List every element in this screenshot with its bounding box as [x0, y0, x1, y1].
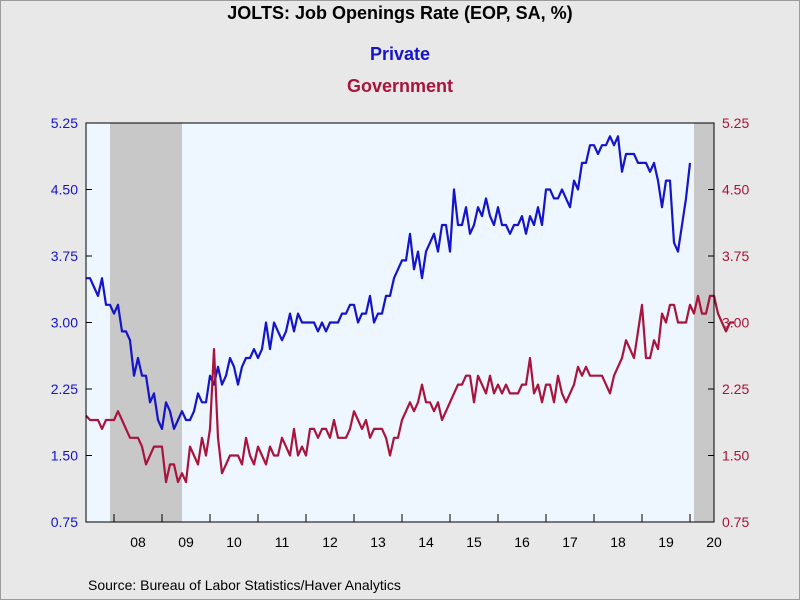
- y-tick-label-right: 5.25: [722, 115, 749, 131]
- y-tick-label-left: 2.25: [51, 381, 78, 397]
- x-tick-label: 08: [130, 534, 146, 550]
- y-tick-label-left: 4.50: [51, 182, 78, 198]
- y-tick-label-left: 3.75: [51, 248, 78, 264]
- y-tick-label-left: 0.75: [51, 514, 78, 530]
- x-tick-label: 09: [178, 534, 194, 550]
- x-tick-label: 20: [706, 534, 722, 550]
- x-tick-label: 13: [370, 534, 386, 550]
- legend-government: Government: [346, 76, 454, 96]
- x-tick-label: 16: [514, 534, 530, 550]
- y-tick-label-right: 2.25: [722, 381, 749, 397]
- y-tick-label-left: 1.50: [51, 448, 78, 464]
- plot-area: [86, 123, 714, 522]
- chart-title: JOLTS: Job Openings Rate (EOP, SA, %): [227, 3, 573, 23]
- x-tick-label: 17: [562, 534, 578, 550]
- legend-private: Private: [369, 44, 431, 64]
- x-tick-label: 10: [226, 534, 242, 550]
- y-tick-label-right: 0.75: [722, 514, 749, 530]
- x-tick-label: 11: [275, 534, 290, 550]
- y-tick-label-right: 3.75: [722, 248, 749, 264]
- x-tick-label: 12: [322, 534, 338, 550]
- y-tick-label-left: 5.25: [51, 115, 78, 131]
- y-tick-label-right: 1.50: [722, 448, 749, 464]
- y-tick-label-right: 3.00: [722, 315, 749, 331]
- y-tick-label-left: 3.00: [51, 315, 78, 331]
- recession-band: [110, 123, 182, 522]
- recession-band: [694, 123, 714, 522]
- series-line-government: [85, 294, 734, 484]
- series-line-private: [86, 135, 692, 430]
- x-tick-label: 19: [658, 534, 674, 550]
- y-tick-label-right: 4.50: [722, 182, 749, 198]
- source-note: Source: Bureau of Labor Statistics/Haver…: [88, 577, 401, 593]
- x-tick-label: 15: [466, 534, 482, 550]
- x-tick-label: 14: [418, 534, 434, 550]
- x-tick-label: 18: [610, 534, 626, 550]
